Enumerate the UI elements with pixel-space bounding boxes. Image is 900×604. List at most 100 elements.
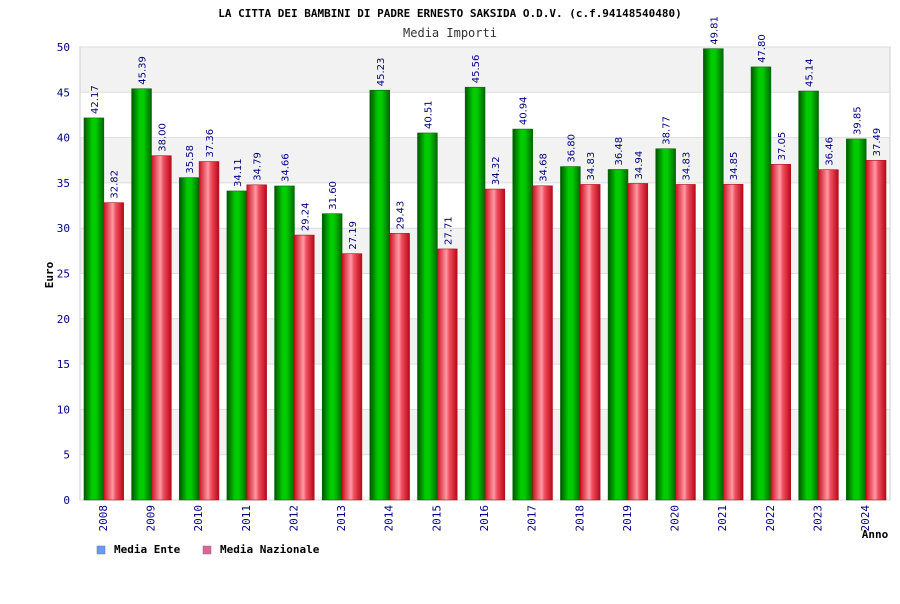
bar-media-ente <box>607 169 629 501</box>
bar-media-nazionale <box>198 161 220 501</box>
x-tick-label: 2009 <box>144 505 157 532</box>
value-label: 27.71 <box>443 216 454 245</box>
x-axis-title: Anno <box>862 528 889 541</box>
bar-media-ente <box>512 128 533 501</box>
y-axis-ticks: 0 5 10 15 20 25 30 35 40 45 50 <box>57 41 70 507</box>
legend-swatch-media-ente <box>96 545 106 555</box>
legend-swatch-media-nazionale <box>202 545 212 555</box>
x-tick-label: 2010 <box>192 505 205 532</box>
bar-media-nazionale <box>675 184 696 501</box>
x-tick-label: 2019 <box>621 505 634 532</box>
y-tick-label: 35 <box>57 177 70 190</box>
value-label: 34.83 <box>682 152 693 181</box>
bar-media-ente <box>750 66 772 501</box>
bar-media-ente <box>131 88 152 501</box>
bar-media-ente <box>846 138 867 501</box>
bar-media-ente <box>703 48 724 501</box>
y-tick-label: 30 <box>57 222 70 235</box>
value-label: 40.94 <box>519 96 530 125</box>
bar-media-nazionale <box>770 164 792 501</box>
value-label: 36.46 <box>824 137 835 166</box>
x-tick-label: 2022 <box>764 505 777 532</box>
bar-media-nazionale <box>484 188 506 501</box>
bar-media-nazionale <box>103 202 124 501</box>
value-label: 39.85 <box>852 106 863 135</box>
x-tick-label: 2018 <box>573 505 586 532</box>
chart-title: LA CITTA DEI BAMBINI DI PADRE ERNESTO SA… <box>218 7 682 20</box>
value-label: 31.60 <box>328 181 339 210</box>
value-label: 37.05 <box>777 132 788 161</box>
bar-media-nazionale <box>341 253 363 501</box>
y-tick-label: 15 <box>57 358 70 371</box>
x-tick-label: 2013 <box>335 505 348 532</box>
x-tick-label: 2014 <box>383 505 396 532</box>
value-label: 45.14 <box>805 58 816 87</box>
value-label: 45.56 <box>471 55 482 84</box>
y-tick-label: 45 <box>57 86 70 99</box>
value-label: 27.19 <box>348 221 359 250</box>
y-tick-label: 25 <box>57 268 70 281</box>
value-label: 34.79 <box>253 152 264 181</box>
x-tick-label: 2021 <box>716 505 729 532</box>
bar-media-nazionale <box>818 169 839 501</box>
x-tick-label: 2016 <box>478 505 491 532</box>
bar-media-ente <box>369 89 391 501</box>
x-tick-label: 2024 <box>859 505 872 532</box>
bar-media-ente <box>226 190 248 501</box>
bar-media-ente <box>274 185 295 501</box>
x-tick-label: 2017 <box>526 505 539 532</box>
bar-media-nazionale <box>246 184 267 501</box>
value-label: 34.85 <box>729 152 740 181</box>
bar-media-nazionale <box>865 160 887 501</box>
value-label: 49.81 <box>709 16 720 45</box>
legend: Media Ente Media Nazionale <box>96 543 320 556</box>
value-label: 34.83 <box>586 152 597 181</box>
value-label: 34.94 <box>634 151 645 180</box>
value-label: 35.58 <box>185 145 196 174</box>
value-label: 37.49 <box>872 128 883 157</box>
value-label: 38.77 <box>662 116 673 145</box>
y-tick-label: 5 <box>63 449 70 462</box>
value-label: 45.23 <box>376 58 387 87</box>
value-label: 36.80 <box>566 134 577 163</box>
bar-media-nazionale <box>532 185 553 501</box>
value-label: 34.66 <box>281 153 292 182</box>
value-label: 32.82 <box>110 170 121 199</box>
y-tick-label: 50 <box>57 41 70 54</box>
bar-media-nazionale <box>294 234 315 501</box>
bar-media-ente <box>417 132 438 501</box>
x-tick-label: 2011 <box>240 505 253 532</box>
x-tick-label: 2020 <box>669 505 682 532</box>
value-label: 37.36 <box>205 129 216 158</box>
value-label: 34.11 <box>233 158 244 187</box>
legend-label-media-ente: Media Ente <box>114 543 181 556</box>
value-label: 34.68 <box>539 153 550 182</box>
x-axis-ticks: 2008 2009 2010 2011 2012 2013 2014 2015 2016 2017… <box>97 505 872 532</box>
value-labels: 42.17 32.82 45.39 38.00 35.58 37.36 34.11 34.79… <box>90 16 883 250</box>
y-tick-label: 0 <box>63 494 70 507</box>
y-tick-label: 10 <box>57 403 70 416</box>
value-label: 36.48 <box>614 137 625 166</box>
bar-media-ente <box>464 86 486 501</box>
value-label: 40.51 <box>423 100 434 129</box>
bar-media-nazionale <box>627 183 649 501</box>
bar-media-nazionale <box>437 248 458 501</box>
value-label: 29.24 <box>300 202 311 231</box>
bar-media-nazionale <box>579 184 601 501</box>
legend-label-media-nazionale: Media Nazionale <box>220 543 320 556</box>
value-label: 42.17 <box>90 85 101 114</box>
value-label: 45.39 <box>138 56 149 85</box>
value-label: 34.32 <box>491 156 502 185</box>
x-tick-label: 2015 <box>430 505 443 532</box>
y-tick-label: 40 <box>57 132 70 145</box>
value-label: 47.80 <box>757 34 768 63</box>
bar-media-ente <box>798 90 819 501</box>
value-label: 29.43 <box>396 201 407 230</box>
bar-media-ente <box>83 117 105 501</box>
bar-media-ente <box>560 166 581 501</box>
bar-media-ente <box>178 177 200 501</box>
bar-media-nazionale <box>389 233 410 501</box>
chart-subtitle: Media Importi <box>403 26 497 40</box>
